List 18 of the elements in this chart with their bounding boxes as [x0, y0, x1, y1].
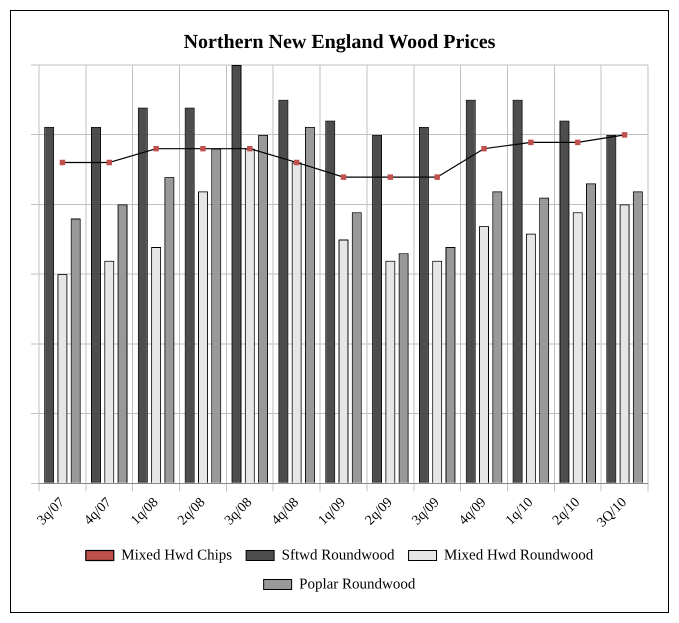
legend-label: Mixed Hwd Chips: [121, 547, 232, 564]
legend-label: Poplar Roundwood: [299, 576, 416, 592]
point: [340, 174, 346, 180]
point: [200, 146, 206, 152]
point: [60, 160, 66, 166]
point: [294, 160, 300, 166]
point: [528, 140, 534, 146]
legend-label: Sftwd Roundwood: [282, 547, 396, 564]
point: [106, 160, 112, 166]
point: [622, 132, 628, 138]
point: [247, 146, 253, 152]
point: [481, 146, 487, 152]
chart-title: Northern New England Wood Prices: [184, 31, 496, 54]
point: [388, 174, 394, 180]
point: [575, 140, 580, 146]
point: [434, 174, 440, 180]
point: [153, 146, 159, 152]
legend-label: Mixed Hwd Roundwood: [444, 547, 594, 564]
